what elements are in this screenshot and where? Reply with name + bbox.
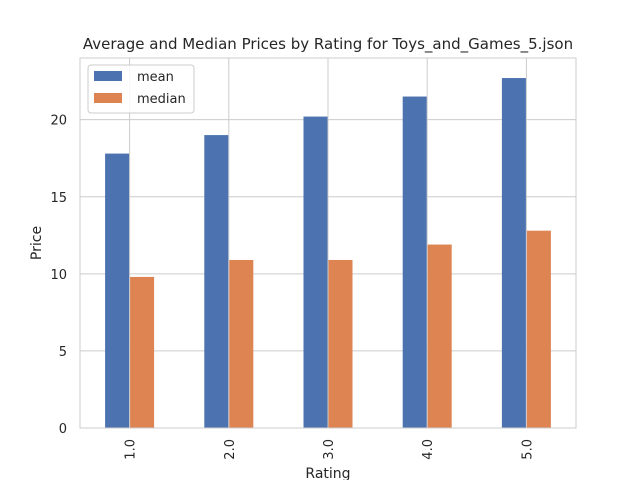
legend-swatch-mean bbox=[94, 71, 122, 81]
bar-mean-4.0 bbox=[402, 96, 427, 429]
x-axis-title: Rating bbox=[305, 466, 350, 480]
y-tick-labels: 0 5 10 15 20 bbox=[50, 114, 67, 437]
bar-mean-3.0 bbox=[303, 116, 328, 428]
x-tick-label: 5.0 bbox=[520, 439, 535, 460]
y-tick-label: 0 bbox=[59, 422, 67, 437]
grid-lines bbox=[80, 58, 576, 429]
x-tick-label: 3.0 bbox=[322, 439, 337, 460]
bars bbox=[105, 78, 551, 429]
bar-median-1.0 bbox=[130, 276, 155, 428]
y-tick-label: 20 bbox=[50, 114, 67, 129]
bar-median-3.0 bbox=[328, 259, 353, 428]
bar-median-2.0 bbox=[229, 259, 254, 428]
bar-median-4.0 bbox=[427, 244, 452, 428]
y-axis-title: Price bbox=[29, 226, 45, 260]
bar-mean-1.0 bbox=[105, 153, 130, 429]
chart-title: Average and Median Prices by Rating for … bbox=[83, 35, 573, 54]
legend-label-median: median bbox=[137, 92, 186, 107]
legend-swatch-median bbox=[94, 93, 122, 103]
bar-mean-2.0 bbox=[204, 135, 229, 429]
x-tick-label: 1.0 bbox=[124, 439, 139, 460]
y-tick-label: 15 bbox=[50, 191, 67, 206]
y-tick-label: 5 bbox=[59, 345, 67, 360]
x-tick-label: 4.0 bbox=[421, 439, 436, 460]
plot-frame bbox=[79, 57, 577, 429]
x-tick-label: 2.0 bbox=[223, 439, 238, 460]
x-tick-labels: 1.0 2.0 3.0 4.0 5.0 bbox=[124, 439, 536, 460]
bar-median-5.0 bbox=[526, 230, 551, 428]
legend: mean median bbox=[87, 64, 195, 114]
legend-label-mean: mean bbox=[137, 70, 174, 85]
bar-mean-5.0 bbox=[501, 78, 526, 429]
y-tick-label: 10 bbox=[50, 268, 67, 283]
